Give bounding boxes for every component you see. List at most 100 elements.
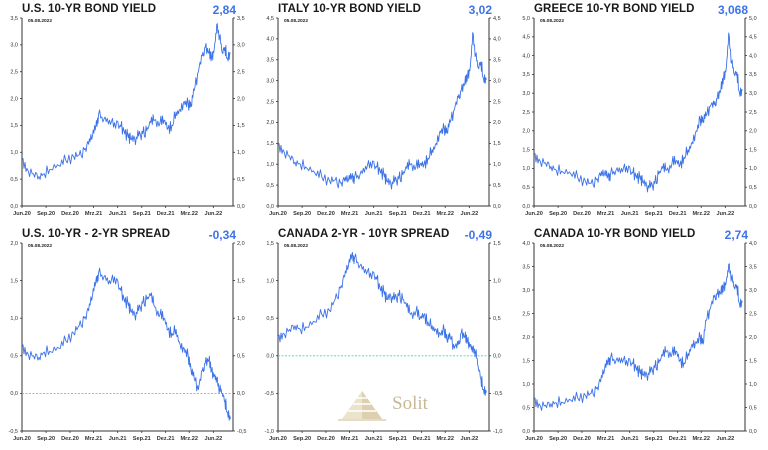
y-tick-label-left: 4,0	[522, 241, 530, 247]
x-tick-label: Sep.20	[37, 436, 55, 442]
y-tick-label-left: 1,5	[10, 278, 18, 284]
x-tick-label: Jun.20	[13, 211, 31, 217]
x-tick-label: Jun.22	[716, 436, 734, 442]
chart-title: ITALY 10-YR BOND YIELD	[278, 3, 422, 15]
y-tick-label-right: 3,5	[493, 58, 501, 64]
x-tick-label: Sep.20	[293, 436, 311, 442]
x-tick-label: Jun.20	[269, 436, 287, 442]
y-tick-label-left: 1,0	[266, 278, 274, 284]
y-tick-label-right: 1,0	[493, 278, 501, 284]
y-tick-label-left: 0,5	[10, 177, 18, 183]
y-tick-label-right: -1,0	[493, 429, 502, 435]
y-tick-label-right: 1,5	[493, 141, 501, 147]
y-tick-label-left: 1,0	[266, 162, 274, 168]
current-value: 3,02	[468, 3, 492, 17]
y-tick-label-left: 2,5	[266, 99, 274, 105]
chart-panel-canada-10yr-yield: CANADA 10-YR BOND YIELD 2,74 05.08.2022 0…	[512, 225, 768, 450]
y-tick-label-left: 3,0	[10, 43, 18, 49]
x-tick-label: Mrz.22	[181, 211, 198, 217]
y-tick-label-right: -0,5	[493, 391, 502, 397]
y-tick-label-left: 2,0	[522, 335, 530, 341]
y-tick-label-right: 1,5	[237, 278, 245, 284]
y-tick-label-right: 0,5	[237, 354, 245, 360]
x-tick-label: Sep.21	[389, 211, 407, 217]
y-tick-label-right: 2,5	[493, 99, 501, 105]
x-tick-label: Mrz.21	[341, 436, 358, 442]
chart-title: CANADA 10-YR BOND YIELD	[534, 228, 696, 240]
y-tick-label-right: 0,5	[237, 177, 245, 183]
y-tick-label-left: -0,5	[265, 391, 274, 397]
y-tick-label-right: 0,5	[493, 183, 501, 189]
x-tick-label: Jun.20	[525, 436, 543, 442]
y-tick-label-right: 2,5	[749, 110, 757, 116]
y-tick-label-right: -0,5	[237, 429, 246, 435]
y-tick-label-right: 0,0	[237, 391, 245, 397]
y-tick-label-left: 2,0	[522, 129, 530, 135]
chart-panel-canada-2yr-10yr-spread: CANADA 2-YR - 10YR SPREAD -0,49 05.08.20…	[256, 225, 512, 450]
series-line	[21, 267, 231, 421]
y-tick-label-right: 3,5	[749, 264, 757, 270]
y-tick-label-left: 1,0	[522, 166, 530, 172]
y-tick-label-left: 3,0	[522, 288, 530, 294]
y-tick-label-right: 2,0	[749, 335, 757, 341]
y-tick-label-left: -1,0	[265, 429, 274, 435]
x-tick-label: Mrz.21	[341, 211, 358, 217]
series-line	[277, 32, 487, 190]
chart-panel-italy-10yr-yield: ITALY 10-YR BOND YIELD 3,02 05.08.2022 0,…	[256, 0, 512, 225]
y-tick-label-right: 2,0	[749, 129, 757, 135]
y-tick-label-right: 3,0	[493, 78, 501, 84]
y-tick-label-left: 3,0	[266, 78, 274, 84]
y-tick-label-left: 0,0	[266, 204, 274, 210]
y-tick-label-right: 0,5	[749, 185, 757, 191]
x-tick-label: Jun.21	[365, 211, 383, 217]
x-tick-label: Jun.21	[621, 436, 639, 442]
series-line	[533, 263, 743, 411]
x-tick-label: Mrz.21	[85, 211, 102, 217]
x-tick-label: Jun.21	[109, 436, 127, 442]
y-tick-label-right: 1,5	[749, 147, 757, 153]
x-tick-label: Dez.21	[413, 211, 431, 217]
x-tick-label: Dez.21	[157, 436, 175, 442]
y-tick-label-right: 2,0	[237, 96, 245, 102]
y-tick-label-right: 1,0	[493, 162, 501, 168]
chart-panel-us-10yr-yield: U.S. 10-YR BOND YIELD 2,84 05.08.2022 0,0…	[0, 0, 256, 225]
series-line	[21, 23, 231, 180]
current-value: -0,49	[464, 228, 492, 242]
y-tick-label-right: 0,0	[493, 204, 501, 210]
y-tick-label-right: 3,0	[237, 43, 245, 49]
y-tick-label-right: 0,0	[749, 204, 757, 210]
y-tick-label-left: 1,5	[266, 141, 274, 147]
x-tick-label: Sep.21	[133, 436, 151, 442]
y-tick-label-left: 5,0	[522, 16, 530, 22]
chart-plot: 05.08.2022 0,0 0,0 0,5 0,5 1,0 1,0 1,5 1,5 2,0 2,0…	[10, 16, 245, 217]
y-tick-label-right: 4,0	[493, 37, 501, 43]
x-tick-label: Sep.20	[293, 211, 311, 217]
x-tick-label: Jun.20	[269, 211, 287, 217]
x-tick-label: Mrz.22	[181, 436, 198, 442]
watermark-text: Solit	[392, 393, 428, 414]
x-tick-label: Jun.21	[365, 436, 383, 442]
x-tick-label: Sep.21	[645, 436, 663, 442]
date-stamp: 05.08.2022	[540, 243, 564, 249]
y-tick-label-left: 1,0	[10, 316, 18, 322]
chart-title: CANADA 2-YR - 10YR SPREAD	[278, 228, 450, 240]
x-tick-label: Mrz.22	[693, 436, 710, 442]
chart-plot: 05.08.2022 0,0 0,0 0,5 0,5 1,0 1,0 1,5 1,5 2,0 2,0…	[266, 16, 501, 217]
y-tick-label-left: 3,5	[266, 58, 274, 64]
y-tick-label-left: 2,5	[522, 110, 530, 116]
y-tick-label-right: 3,0	[749, 288, 757, 294]
chart-title: U.S. 10-YR - 2-YR SPREAD	[22, 228, 171, 240]
chart-plot: 05.08.2022 -0,5 -0,5 0,0 0,0 0,5 0,5 1,0 1,0 1,5 1…	[9, 241, 247, 442]
date-stamp: 05.08.2022	[28, 18, 52, 24]
y-tick-label-left: 1,0	[10, 150, 18, 156]
y-tick-label-right: 4,0	[749, 241, 757, 247]
y-tick-label-right: 0,0	[749, 429, 757, 435]
y-tick-label-right: 3,5	[749, 72, 757, 78]
current-value: 3,068	[717, 3, 748, 17]
x-tick-label: Jun.22	[204, 436, 222, 442]
y-tick-label-right: 1,5	[749, 358, 757, 364]
y-tick-label-left: 3,0	[522, 91, 530, 97]
y-tick-label-left: 1,0	[522, 382, 530, 388]
y-tick-label-left: 4,5	[266, 16, 274, 22]
y-tick-label-left: 2,0	[10, 241, 18, 247]
